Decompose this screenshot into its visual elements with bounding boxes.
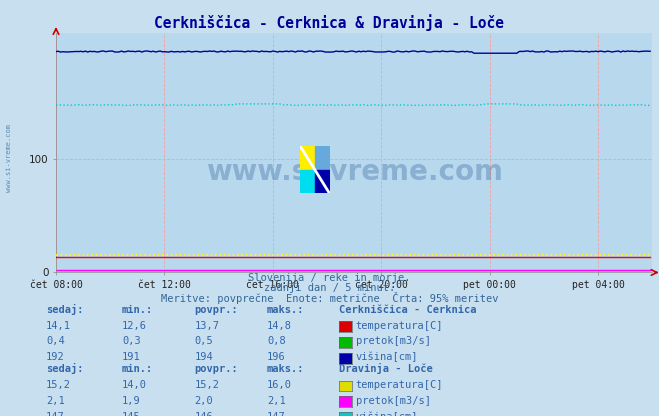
Bar	[300, 170, 315, 193]
Text: 192: 192	[46, 352, 65, 362]
Text: povpr.:: povpr.:	[194, 364, 238, 374]
Text: temperatura[C]: temperatura[C]	[356, 380, 444, 390]
Text: www.si-vreme.com: www.si-vreme.com	[206, 158, 503, 186]
Text: www.si-vreme.com: www.si-vreme.com	[5, 124, 12, 192]
Text: min.:: min.:	[122, 305, 153, 315]
Text: 14,8: 14,8	[267, 321, 292, 331]
Text: 0,5: 0,5	[194, 337, 213, 347]
Text: 0,8: 0,8	[267, 337, 285, 347]
Text: sedaj:: sedaj:	[46, 304, 84, 315]
Text: 16,0: 16,0	[267, 380, 292, 390]
Text: Cerkniščica - Cerknica & Dravinja - Loče: Cerkniščica - Cerknica & Dravinja - Loče	[154, 15, 505, 31]
Text: 2,1: 2,1	[267, 396, 285, 406]
Text: 2,0: 2,0	[194, 396, 213, 406]
Text: zadnji dan / 5 minut.: zadnji dan / 5 minut.	[264, 283, 395, 293]
Text: 13,7: 13,7	[194, 321, 219, 331]
Text: 146: 146	[194, 412, 213, 416]
Text: 191: 191	[122, 352, 140, 362]
Text: 147: 147	[267, 412, 285, 416]
Bar	[315, 170, 330, 193]
Text: Meritve: povprečne  Enote: metrične  Črta: 95% meritev: Meritve: povprečne Enote: metrične Črta:…	[161, 292, 498, 304]
Text: min.:: min.:	[122, 364, 153, 374]
Text: sedaj:: sedaj:	[46, 363, 84, 374]
Text: pretok[m3/s]: pretok[m3/s]	[356, 396, 431, 406]
Text: 147: 147	[46, 412, 65, 416]
Text: 194: 194	[194, 352, 213, 362]
Bar	[300, 146, 315, 170]
Text: 15,2: 15,2	[46, 380, 71, 390]
Text: 2,1: 2,1	[46, 396, 65, 406]
Text: višina[cm]: višina[cm]	[356, 352, 418, 362]
Text: 12,6: 12,6	[122, 321, 147, 331]
Text: pretok[m3/s]: pretok[m3/s]	[356, 337, 431, 347]
Text: 0,4: 0,4	[46, 337, 65, 347]
Text: maks.:: maks.:	[267, 305, 304, 315]
Text: 1,9: 1,9	[122, 396, 140, 406]
Text: 14,0: 14,0	[122, 380, 147, 390]
Text: 145: 145	[122, 412, 140, 416]
Text: 14,1: 14,1	[46, 321, 71, 331]
Text: Cerkniščica - Cerknica: Cerkniščica - Cerknica	[339, 305, 477, 315]
Text: povpr.:: povpr.:	[194, 305, 238, 315]
Text: 15,2: 15,2	[194, 380, 219, 390]
Text: 196: 196	[267, 352, 285, 362]
Text: temperatura[C]: temperatura[C]	[356, 321, 444, 331]
Text: Dravinja - Loče: Dravinja - Loče	[339, 363, 433, 374]
Text: maks.:: maks.:	[267, 364, 304, 374]
Text: Slovenija / reke in morje.: Slovenija / reke in morje.	[248, 273, 411, 283]
Text: višina[cm]: višina[cm]	[356, 411, 418, 416]
Text: 0,3: 0,3	[122, 337, 140, 347]
Bar	[315, 146, 330, 170]
